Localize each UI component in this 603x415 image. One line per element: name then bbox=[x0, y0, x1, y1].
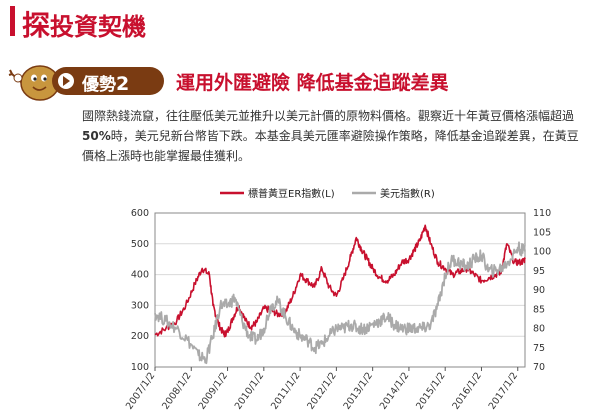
usd-index-line bbox=[154, 241, 526, 365]
x-tick-label: 2013/1/2 bbox=[342, 370, 375, 411]
advantage-badge: 優勢2 bbox=[52, 67, 164, 95]
y-right-tick-label: 70 bbox=[533, 362, 545, 373]
page-title-first-char: 探 bbox=[22, 9, 51, 42]
y-right-tick-label: 110 bbox=[533, 208, 551, 219]
y-left-tick-label: 600 bbox=[131, 208, 149, 219]
y-left-tick-label: 100 bbox=[131, 362, 149, 373]
chart-series-group bbox=[154, 224, 526, 365]
x-tick-label: 2010/1/2 bbox=[233, 370, 266, 411]
y-right-tick-label: 75 bbox=[533, 343, 545, 354]
page-header: 探投資契機 bbox=[0, 0, 603, 44]
legend-usd-label: 美元指數(R) bbox=[380, 187, 435, 200]
y-right-tick-label: 105 bbox=[533, 227, 551, 238]
chart-frame bbox=[154, 212, 526, 368]
x-tick-label: 2017/1/2 bbox=[487, 370, 520, 411]
page-title: 探投資契機 bbox=[22, 4, 146, 44]
x-tick-label: 2008/1/2 bbox=[160, 370, 193, 411]
y-right-tick-label: 95 bbox=[533, 266, 545, 277]
y-left-tick-label: 300 bbox=[131, 300, 149, 311]
y-right-tick-label: 100 bbox=[533, 247, 551, 258]
x-tick-label: 2009/1/2 bbox=[197, 370, 230, 411]
y-right-tick-label: 85 bbox=[533, 304, 545, 315]
section-headline: 運用外匯避險 降低基金追蹤差異 bbox=[176, 72, 449, 94]
page-title-rest: 投資契機 bbox=[50, 13, 147, 41]
y-left-tick-label: 500 bbox=[131, 239, 149, 250]
x-tick-label: 2014/1/2 bbox=[378, 370, 411, 411]
y-right-tick-label: 90 bbox=[533, 285, 545, 296]
x-tick-label: 2012/1/2 bbox=[305, 370, 338, 411]
plot-area-border bbox=[154, 212, 526, 368]
x-tick-label: 2015/1/2 bbox=[414, 370, 447, 411]
y-left-tick-label: 400 bbox=[131, 270, 149, 281]
advantage-label-text: 優勢 bbox=[82, 75, 116, 95]
chart-legend: 標普黃豆ER指數(L) 美元指數(R) bbox=[220, 187, 435, 200]
advantage-label: 優勢2 bbox=[82, 70, 129, 95]
y-right-tick-label: 80 bbox=[533, 324, 545, 335]
soybean-index-line bbox=[154, 224, 526, 338]
soybean-mascot-icon bbox=[8, 65, 60, 101]
x-tick-label: 2016/1/2 bbox=[450, 370, 483, 411]
paragraph-text-2: 時，美元兒新台幣皆下跌。本基金具美元匯率避險操作策略，降低基金追蹤差異，在黃豆價… bbox=[82, 129, 579, 163]
legend-soybean-label: 標普黃豆ER指數(L) bbox=[248, 187, 335, 200]
paragraph-text-1: 國際熱錢流竄，往往壓低美元並推升以美元計價的原物料價格。觀察近十年黃豆價格漲幅超… bbox=[82, 109, 575, 123]
paragraph-bold-value: 50% bbox=[82, 129, 111, 143]
x-tick-label: 2011/1/2 bbox=[269, 370, 302, 411]
y-left-tick-label: 200 bbox=[131, 331, 149, 342]
advantage-number: 2 bbox=[116, 73, 130, 95]
header-accent-bar bbox=[10, 6, 15, 36]
play-arrow-icon bbox=[58, 73, 74, 89]
x-tick-label: 2007/1/2 bbox=[124, 370, 157, 411]
description-paragraph: 國際熱錢流竄，往往壓低美元並推升以美元計價的原物料價格。觀察近十年黃豆價格漲幅超… bbox=[82, 106, 582, 166]
chart-ticks: 100 200 300 400 500 600 70 75 80 85 90 95 100 105 110 2… bbox=[124, 208, 551, 412]
